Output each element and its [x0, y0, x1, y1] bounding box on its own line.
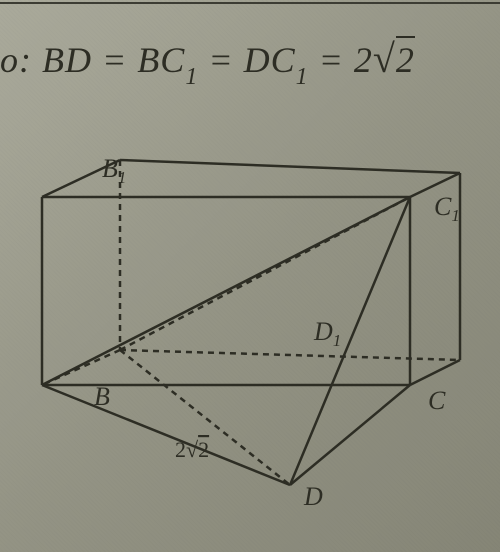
prism-diagram: B1C1D1BCD2√2 — [30, 155, 470, 525]
vertex-D1: D1 — [313, 317, 341, 350]
term-BC1-base: BC — [137, 40, 185, 80]
result-radicand: 2 — [396, 36, 415, 80]
vertex-C1: C1 — [434, 192, 460, 225]
eq-sign-3: = — [309, 40, 354, 80]
eq-sign-1: = — [92, 40, 137, 80]
equation-prefix: o: — [0, 40, 42, 80]
hidden-edges — [42, 160, 460, 485]
top-border-line — [0, 2, 500, 4]
eq-sign-2: = — [198, 40, 243, 80]
term-DC1-sub: 1 — [296, 64, 309, 90]
page-background: o: BD = BC1 = DC1 = 2√2 B1C1D1BCD2√2 — [0, 0, 500, 552]
vertex-D: D — [303, 482, 323, 511]
vertex-C: C — [428, 386, 446, 415]
diagonal-lines — [42, 197, 410, 485]
measure-label: 2√2 — [175, 437, 209, 462]
prism-svg: B1C1D1BCD2√2 — [30, 155, 470, 525]
result-coeff: 2 — [354, 40, 373, 80]
solid-edges — [42, 160, 460, 485]
term-BC1-sub: 1 — [185, 64, 198, 90]
term-BD: BD — [42, 40, 92, 80]
term-DC1-base: DC — [244, 40, 296, 80]
vertex-B: B — [94, 382, 110, 411]
sqrt-sign: √ — [373, 36, 396, 81]
equation-text: o: BD = BC1 = DC1 = 2√2 — [0, 35, 415, 87]
